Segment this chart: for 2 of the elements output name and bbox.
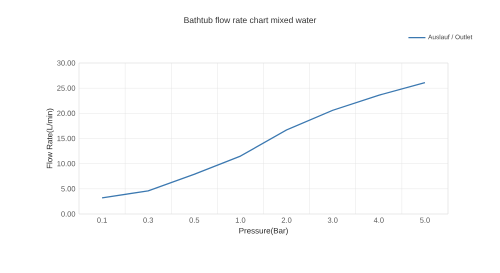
line-series (101, 82, 426, 199)
chart-title: Bathtub flow rate chart mixed water (184, 16, 316, 24)
